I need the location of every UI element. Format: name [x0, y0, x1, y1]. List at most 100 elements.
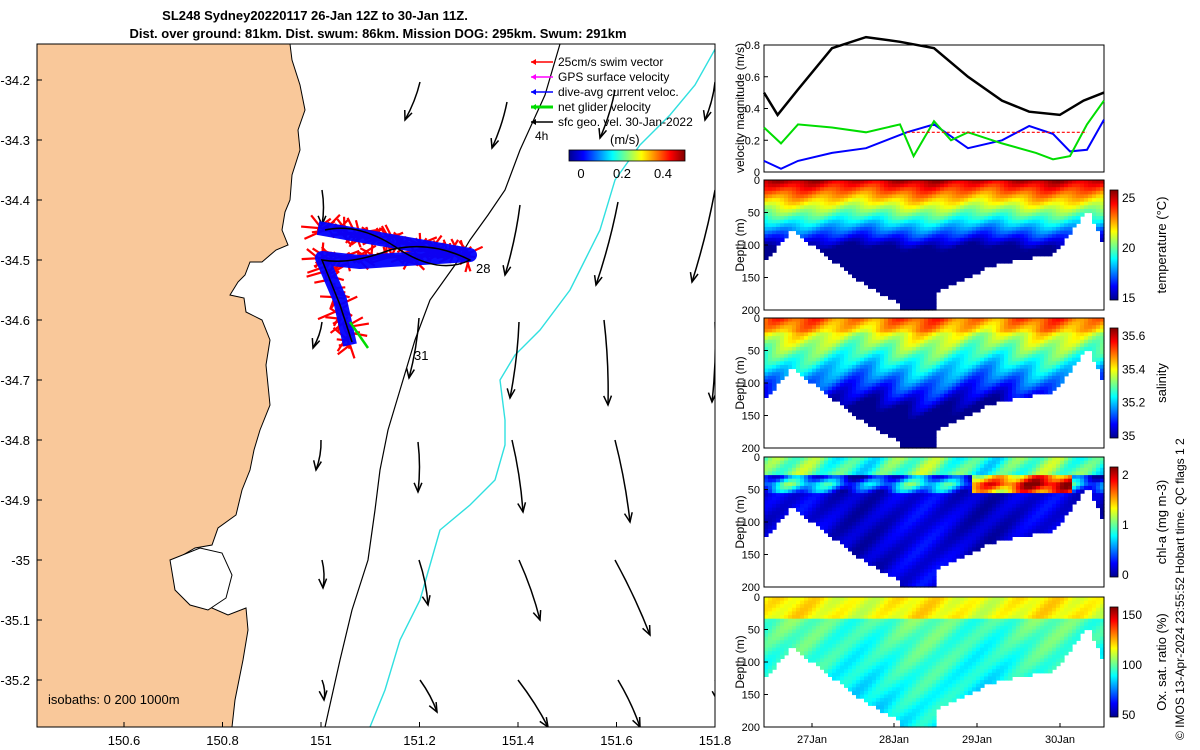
heatmap-cell [832, 248, 837, 253]
heatmap-cell [812, 368, 817, 373]
heatmap-cell [924, 284, 929, 289]
heatmap-cell [1028, 241, 1033, 246]
heatmap-cell [908, 284, 913, 289]
heatmap-cell [868, 522, 873, 527]
heatmap-cell [1084, 183, 1089, 188]
heatmap-cell [784, 460, 789, 465]
heatmap-cell [876, 364, 881, 370]
heatmap-cell [800, 496, 805, 501]
heatmap-cell [848, 529, 853, 534]
heatmap-cell [860, 328, 865, 333]
heatmap-cell [992, 350, 997, 355]
heatmap-cell [1000, 379, 1005, 384]
heatmap-cell [1064, 180, 1069, 185]
heatmap-cell [1024, 336, 1029, 341]
heatmap-cell [908, 299, 913, 304]
heatmap-cell [1044, 375, 1049, 380]
heatmap-cell [904, 259, 909, 264]
heatmap-cell [988, 361, 993, 366]
heatmap-cell [1024, 183, 1029, 188]
heatmap-cell [1008, 219, 1013, 224]
heatmap-cell [1056, 368, 1061, 373]
heatmap-cell [764, 350, 769, 355]
heatmap-cell [900, 437, 905, 442]
heatmap-cell [860, 511, 865, 516]
heatmap-cell [844, 216, 849, 221]
heatmap-cell [1044, 383, 1049, 388]
heatmap-cell [784, 357, 789, 362]
heatmap-cell [836, 532, 841, 537]
heatmap-cell [840, 364, 845, 370]
heatmap-cell [956, 212, 961, 217]
heatmap-cell [948, 318, 953, 323]
heatmap-cell [820, 375, 825, 380]
heatmap-cell [924, 270, 929, 275]
heatmap-cell [968, 230, 973, 235]
heatmap-cell [1056, 245, 1061, 250]
heatmap-cell [888, 230, 893, 235]
heatmap-cell [1072, 223, 1077, 228]
heatmap-cell [1060, 219, 1065, 224]
heatmap-cell [808, 350, 813, 355]
heatmap-cell [780, 325, 785, 330]
heatmap-cell [1008, 183, 1013, 188]
heatmap-cell [912, 273, 917, 279]
heatmap-cell [996, 259, 1001, 264]
heatmap-cell [852, 503, 857, 509]
heatmap-cell [984, 252, 989, 257]
heatmap-cell [836, 471, 841, 476]
heatmap-cell [964, 230, 969, 235]
heatmap-cell [920, 295, 925, 300]
heatmap-cell [1096, 223, 1101, 228]
heatmap-cell [972, 372, 977, 377]
heatmap-cell [876, 234, 881, 239]
heatmap-cell [772, 464, 777, 469]
heatmap-cell [796, 328, 801, 333]
heatmap-cell [900, 230, 905, 235]
heatmap-cell [936, 216, 941, 221]
heatmap-cell [884, 318, 889, 323]
heatmap-cell [860, 471, 865, 476]
heatmap-cell [856, 383, 861, 388]
heatmap-cell [1000, 248, 1005, 253]
heatmap-cell [1012, 216, 1017, 221]
heatmap-cell [828, 511, 833, 516]
heatmap-cell [956, 321, 961, 326]
heatmap-cell [880, 270, 885, 275]
heatmap-cell [868, 336, 873, 341]
heatmap-cell [988, 339, 993, 344]
heatmap-cell [964, 259, 969, 264]
heatmap-cell [764, 216, 769, 221]
heatmap-cell [772, 346, 777, 352]
heatmap-cell [892, 194, 897, 199]
map-y-tick-label: -34.6 [0, 313, 30, 328]
heatmap-cell [1036, 375, 1041, 380]
heatmap-cell [976, 180, 981, 185]
heatmap-cell [1000, 336, 1005, 341]
heatmap-cell [960, 408, 965, 413]
heatmap-cell [828, 493, 833, 498]
heatmap-cell [932, 422, 937, 427]
heatmap-cell [840, 375, 845, 380]
heatmap-cell [960, 201, 965, 206]
heatmap-cell [896, 357, 901, 362]
heatmap-cell [944, 404, 949, 409]
legend-item-label: GPS surface velocity [558, 70, 669, 84]
heatmap-cell [768, 457, 773, 462]
heatmap-cell [872, 357, 877, 362]
heatmap-cell [956, 411, 961, 417]
heatmap-cell [764, 248, 769, 253]
map-y-tick-label: -34.4 [0, 193, 30, 208]
heatmap-cell [924, 302, 929, 307]
heatmap-cell [836, 208, 841, 214]
heatmap-cell [888, 411, 893, 417]
heatmap-cell [824, 379, 829, 384]
heatmap-cell [892, 336, 897, 341]
heatmap-cell [1076, 205, 1081, 210]
heatmap-cell [940, 208, 945, 214]
heatmap-cell [912, 190, 917, 195]
heatmap-cell [1044, 339, 1049, 344]
heatmap-cell [916, 291, 921, 297]
heatmap-cell [896, 223, 901, 228]
heatmap-cell [996, 252, 1001, 257]
